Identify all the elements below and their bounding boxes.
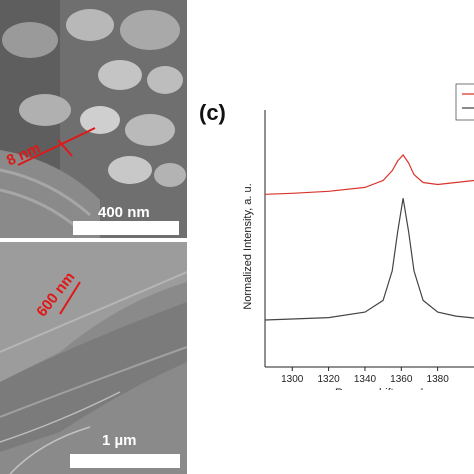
series-line-1	[264, 154, 474, 195]
sem-texture-bottom	[0, 242, 187, 474]
x-tick-label: 1300	[281, 374, 304, 385]
scale-bar-top	[73, 221, 179, 235]
sem-image-bottom: 600 nm 1 µm	[0, 242, 187, 474]
scale-bar-bottom	[70, 454, 180, 468]
x-tick-label: 1380	[427, 374, 450, 385]
x-tick-label: 1340	[354, 374, 377, 385]
x-tick-label: 1360	[390, 374, 413, 385]
sem-texture-top	[0, 0, 187, 238]
sem-image-top: 8 nm 400 nm	[0, 0, 187, 238]
scale-label-bottom: 1 µm	[102, 432, 137, 449]
legend-box	[455, 83, 474, 121]
x-axis-title: Raman shift, cm⁻¹	[335, 387, 424, 390]
raman-chart: 1300 1320 1340 1360 1380Raman shift, cm⁻¹ Nor…	[242, 83, 474, 390]
x-tick-label: 1320	[317, 374, 340, 385]
scale-label-top: 400 nm	[98, 204, 150, 221]
y-axis-title: Normalized Intensity, a. u.	[242, 183, 254, 309]
series-line-2	[264, 198, 474, 321]
panel-c-label: (c)	[199, 100, 226, 125]
